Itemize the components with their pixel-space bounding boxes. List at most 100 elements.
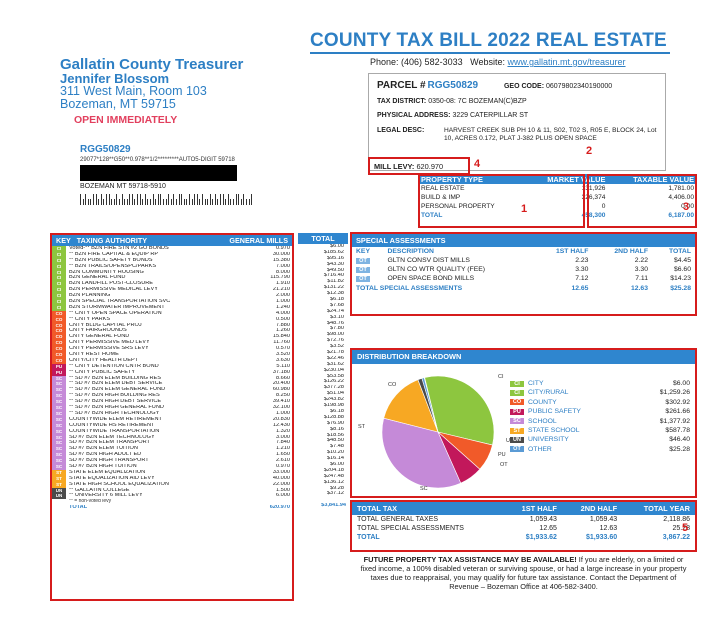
taxing-row: CI ** BZN FIRE CAPITAL & EQUIP RP 30.000 [52, 251, 292, 258]
special-key-badge: OT [356, 258, 370, 264]
special-total-first: 12.65 [571, 285, 589, 292]
taxing-amount: $11.82 [327, 279, 344, 285]
taxing-authority-name: ** CNTY OPEN SPACE OPERATION [69, 310, 162, 316]
general-mills: 40.000 [272, 475, 290, 481]
general-mills: 32.100 [272, 405, 290, 411]
legend-label: COUNTY [528, 398, 557, 406]
taxing-row: PU ** CNTY PUBLIC SAFETY 37.180 [52, 369, 292, 376]
total-tax-header-row: TOTAL TAX 1ST HALF 2ND HALF TOTAL YEAR [352, 502, 695, 515]
distribution-breakdown: DISTRIBUTION BREAKDOWN CI CO ST SC PU UN OT [350, 348, 697, 498]
taxing-total-cell: $230.04 [298, 368, 348, 374]
taxing-amount: $49.50 [326, 267, 344, 273]
annotation-2: 2 [586, 145, 593, 157]
key-badge: CO [52, 334, 66, 341]
taxing-authority-name: CNTY PERMISSIVE SRS LEVY [69, 346, 149, 352]
taxing-authority-name: CNTY BLDG CAPITAL PROJ [69, 322, 142, 328]
key-badge: CI [52, 293, 66, 300]
general-mills: 7.840 [276, 440, 290, 446]
taxing-amount: $12.38 [326, 291, 344, 297]
special-second-half: 2.22 [634, 257, 648, 264]
website-label: Website: [470, 57, 505, 67]
taxing-row: CO CNTY PERMISSIVE MED LEVY 11.760 [52, 340, 292, 347]
taxing-total-row: TOTAL 620.970 [52, 505, 292, 511]
parcel-info-box: PARCEL # RGG50829 GEO CODE: 060798023401… [368, 73, 666, 171]
taxing-total-cell: $31.62 [298, 362, 348, 368]
taxing-total-cell: $51.04 [298, 391, 348, 397]
taxing-total-cell: $185.62 [298, 250, 348, 256]
special-header-row: KEY DESCRIPTION 1ST HALF 2ND HALF TOTAL [352, 247, 695, 256]
taxing-row: ST STATE EQUALIZATION AID LEVY 40.000 [52, 475, 292, 482]
key-badge: SC [52, 434, 66, 441]
total-first-half: 12.65 [539, 525, 557, 532]
taxing-authority-name: BZN PERMISSIVE MEDICAL LEVY [69, 287, 159, 293]
taxing-amount: $72.76 [326, 338, 344, 344]
pie-label: SC [420, 486, 428, 492]
market-value: 0 [601, 203, 606, 210]
taxing-total-cell: $6.18 [298, 297, 348, 303]
legal-description: HARVEST CREEK SUB PH 10 & 11, S02, T02 S… [444, 127, 657, 142]
special-col-description: DESCRIPTION [387, 248, 434, 255]
pie-label: UN [506, 438, 514, 444]
special-title-row: SPECIAL ASSESSMENTS [352, 234, 695, 247]
legend-item: CI CITY $6.00 [510, 380, 690, 387]
special-col-key: KEY [356, 248, 370, 255]
general-mills: 0.570 [276, 346, 290, 352]
taxing-total-values: $6.00 $185.62 $95.16 $43.30 $49.50 $716.40 $11… [298, 244, 348, 497]
key-badge: CO [52, 310, 66, 317]
contact-line: Phone: (406) 582-3033 Website: www.galla… [370, 57, 626, 67]
taxing-authority-name: ** BZN PUBLIC SAFETY BONDS [69, 257, 153, 263]
taxing-amount: $6.00 [330, 461, 344, 467]
taxing-row: CI BZN SPECIAL TRANSPORTATION SVC 1.000 [52, 299, 292, 305]
taxing-authority-name: COUNTYWIDE TRANSPORTATION [69, 428, 160, 434]
assistance-headline: FUTURE PROPERTY TAX ASSISTANCE MAY BE AV… [363, 555, 577, 564]
taxing-authority-name: BZN COMMUNITY HOUSING [69, 269, 144, 275]
taxing-amount: $6.18 [330, 297, 344, 303]
property-type: BUILD & IMP [421, 194, 461, 201]
mailing-parcel-id: RGG50829 [80, 144, 131, 155]
taxing-total-column: TOTAL $6.00 $185.62 $95.16 $43.30 $49.50 $716… [298, 233, 348, 601]
taxing-row: SC SD #7 BZN ELEM TUITION 1.210 [52, 446, 292, 453]
taxing-amount: $247.48 [323, 473, 344, 479]
general-mills: 20.830 [272, 416, 290, 422]
taxing-total-cell: $7.48 [298, 444, 348, 450]
general-mills: 33.000 [272, 469, 290, 475]
general-mills: 37.180 [272, 369, 290, 375]
website-link[interactable]: www.gallatin.mt.gov/treasurer [507, 57, 626, 67]
key-badge: ST [52, 475, 66, 482]
taxing-total-cell: $48.50 [298, 438, 348, 444]
taxing-authority-name: ** SD #7 BZN HIGH BUILDING RES [69, 393, 160, 399]
general-mills: 2.610 [276, 458, 290, 464]
pie-label: PU [498, 452, 506, 458]
taxing-row: CO CNTY FAIRGROUNDS 1.260 [52, 328, 292, 335]
pie-slice-st [383, 379, 439, 433]
col-general-mills: GENERAL MILLS [229, 236, 288, 245]
col-total: TOTAL [298, 233, 348, 244]
taxing-total-cell: $7.68 [298, 303, 348, 309]
legend-value: $261.66 [665, 408, 690, 416]
annotation-4: 4 [474, 158, 481, 170]
taxing-authority-name: STATE EQUALIZATION AID LEVY [69, 475, 155, 481]
general-mills: 7.000 [276, 263, 290, 269]
market-value: 131,926 [581, 185, 606, 192]
total-tax-table: TOTAL TAX 1ST HALF 2ND HALF TOTAL YEAR T… [350, 500, 697, 552]
taxing-authority-name: ** CNTY PARKS [69, 316, 111, 322]
special-total-label: TOTAL SPECIAL ASSESSMENTS [356, 285, 463, 292]
property-row: BUILD & IMP 326,374 4,406.00 [418, 193, 697, 202]
taxing-amount: $95.16 [326, 255, 344, 261]
special-total: $6.60 [673, 266, 691, 273]
key-badge: SC [52, 410, 66, 417]
legend-key-badge: ST [510, 427, 524, 434]
taxing-row: SC COUNTYWIDE ELEM RETIREMENT 20.830 [52, 416, 292, 423]
key-badge: CI [52, 251, 66, 258]
taxing-row: SC ** SD #7 BZN HIGH TECHNOLOGY 1.000 [52, 410, 292, 417]
col-total-tax: TOTAL TAX [357, 504, 398, 513]
general-mills: 21.210 [272, 287, 290, 293]
key-badge: SC [52, 375, 66, 382]
property-row: REAL ESTATE 131,926 1,781.00 [418, 184, 697, 193]
special-first-half: 2.23 [575, 257, 589, 264]
phone-number: (406) 582-3033 [401, 57, 463, 67]
taxing-row: ST STATE ELEM EQUALIZATION 33.000 [52, 469, 292, 476]
taxing-amount: $3.52 [330, 344, 344, 350]
key-badge: SC [52, 416, 66, 423]
taxing-authority-name: CNTY REST HOME [69, 352, 119, 358]
